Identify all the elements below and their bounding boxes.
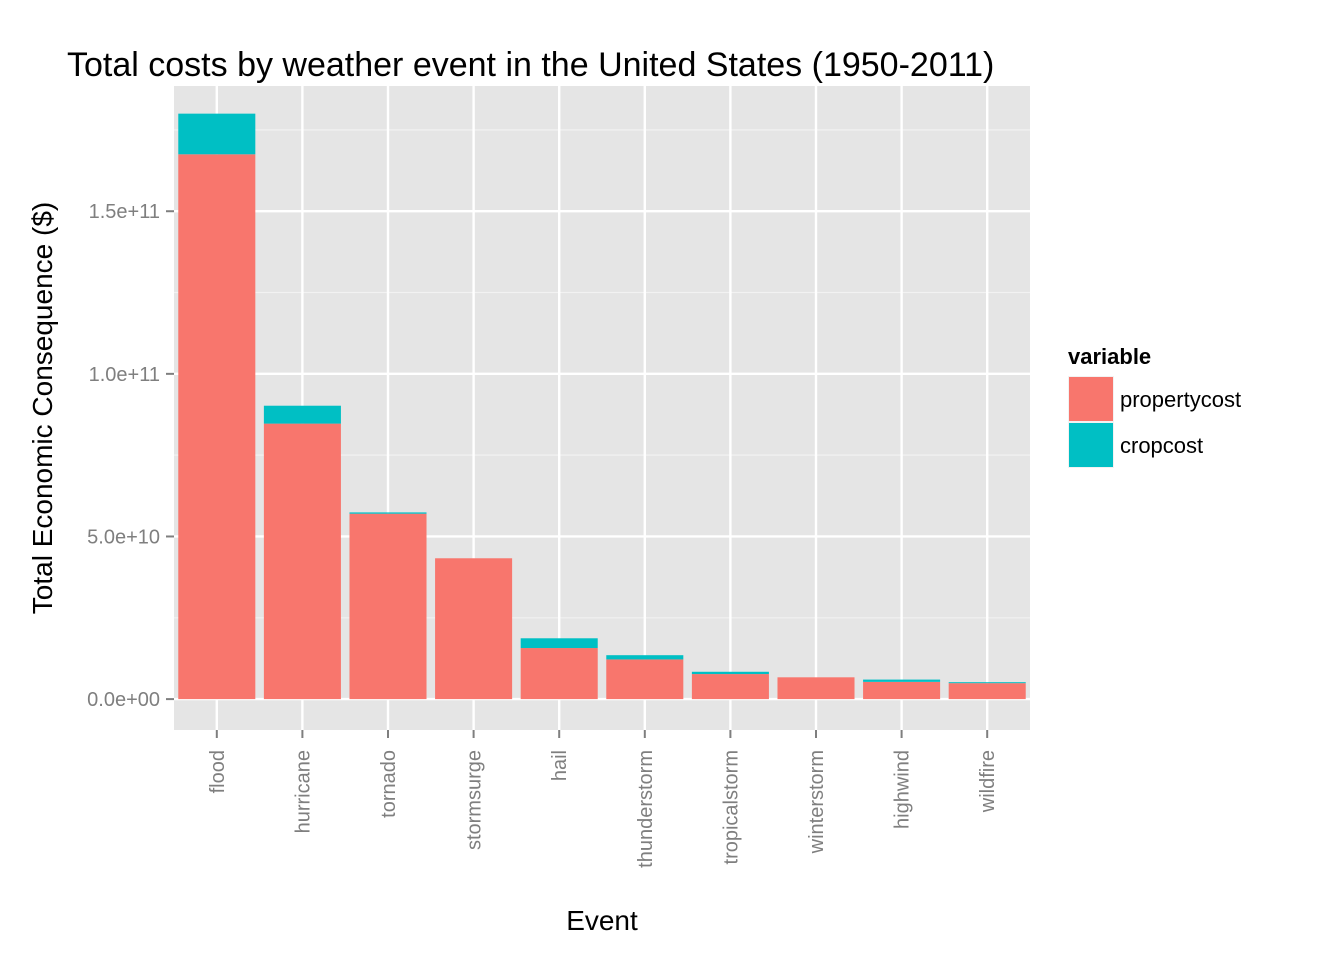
y-axis-label: Total Economic Consequence ($) (27, 202, 58, 614)
bar-cropcost-hail (520, 638, 598, 649)
bar-propertycost-thunderstorm (606, 659, 684, 700)
bar-propertycost-hail (520, 648, 598, 700)
bar-propertycost-highwind (863, 681, 941, 700)
bar-propertycost-wildfire (948, 683, 1026, 700)
y-tick-label: 1.5e+11 (89, 201, 160, 223)
legend-key-cropcost (1069, 423, 1113, 467)
y-axis: 0.0e+00 5.0e+10 1.0e+11 1.5e+11 (87, 201, 174, 711)
x-tick-label: stormsurge (464, 750, 486, 850)
x-tick-label: wildfire (977, 750, 999, 813)
legend: variable propertycost cropcost (1068, 344, 1241, 468)
bar-propertycost-winterstorm (777, 677, 855, 700)
bar-cropcost-wildfire (948, 682, 1026, 684)
x-tick-label: tropicalstorm (720, 750, 742, 864)
legend-title: variable (1068, 344, 1151, 369)
legend-label-cropcost: cropcost (1120, 433, 1203, 458)
legend-label-propertycost: propertycost (1120, 387, 1241, 412)
bar-cropcost-thunderstorm (606, 655, 684, 660)
bar-propertycost-hurricane (263, 423, 341, 700)
x-tick-label: thunderstorm (635, 750, 657, 868)
bar-cropcost-tornado (349, 512, 427, 514)
bar-cropcost-highwind (863, 679, 941, 682)
bars (178, 113, 1026, 700)
bar-cropcost-flood (178, 113, 256, 155)
bar-propertycost-stormsurge (435, 558, 513, 700)
bar-cropcost-tropicalstorm (691, 671, 769, 675)
bar-propertycost-flood (178, 154, 256, 700)
x-axis-label: Event (566, 905, 638, 936)
legend-items: propertycost cropcost (1068, 376, 1241, 468)
chart-title: Total costs by weather event in the Unit… (67, 46, 994, 84)
y-tick-label: 0.0e+00 (87, 689, 160, 711)
y-tick-label: 1.0e+11 (89, 364, 160, 386)
bar-cropcost-hurricane (263, 405, 341, 424)
x-tick-label: tornado (378, 750, 400, 818)
legend-key-propertycost (1069, 377, 1113, 421)
x-tick-label: hurricane (292, 750, 314, 833)
bar-propertycost-tornado (349, 513, 427, 700)
x-tick-label: winterstorm (806, 750, 828, 854)
x-tick-label: hail (549, 750, 571, 781)
x-tick-label: flood (207, 750, 229, 793)
y-tick-label: 5.0e+10 (87, 526, 160, 548)
x-tick-label: highwind (892, 750, 914, 829)
x-axis: flood hurricane tornado stormsurge hail thund… (207, 730, 999, 868)
bar-propertycost-tropicalstorm (691, 674, 769, 700)
